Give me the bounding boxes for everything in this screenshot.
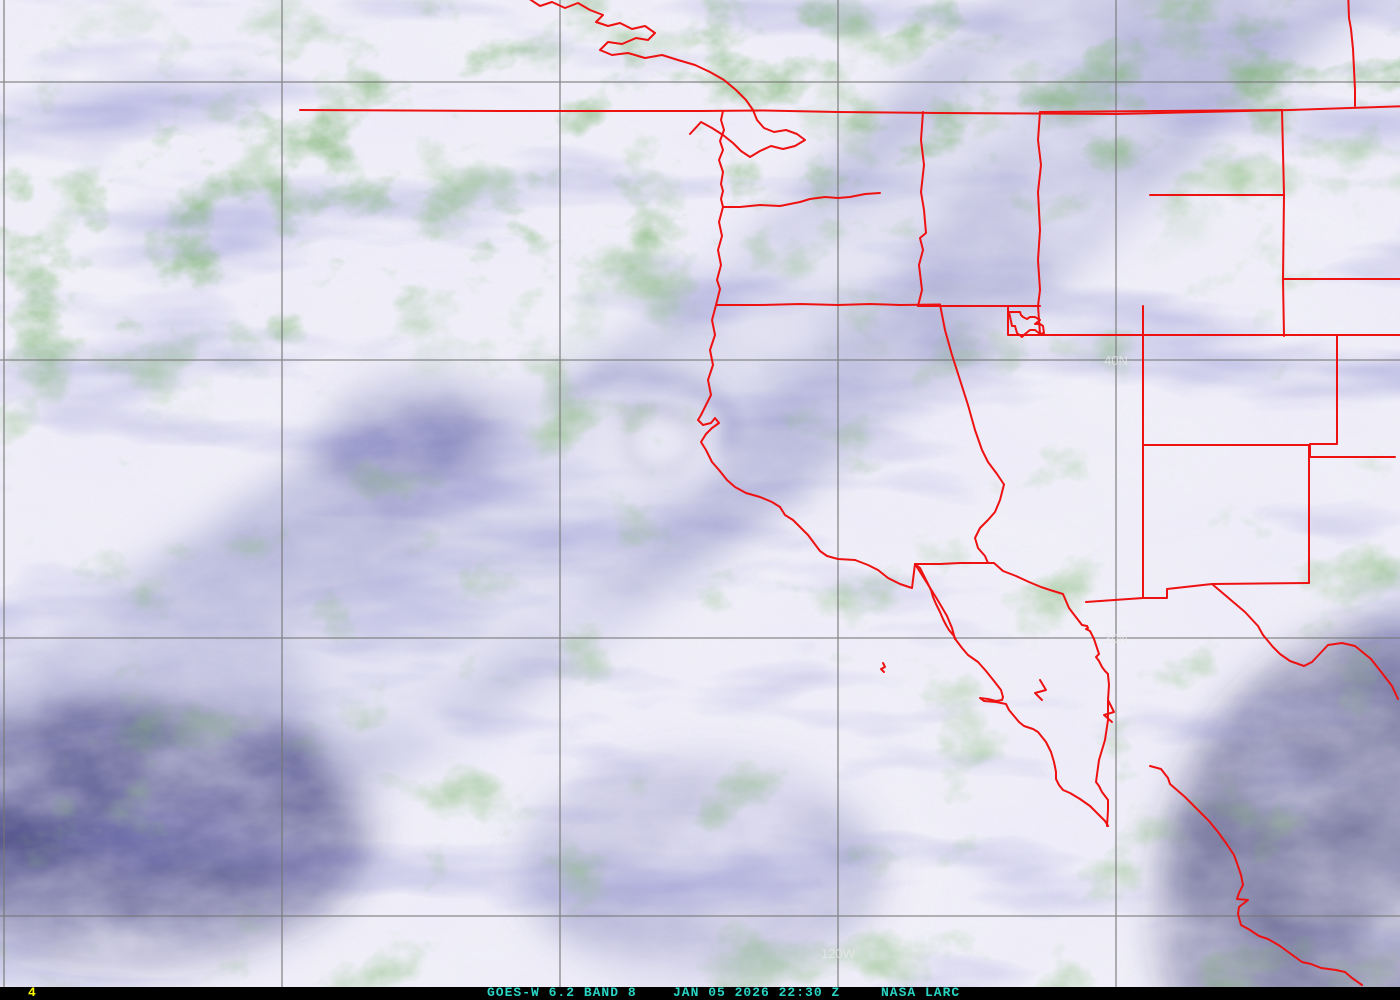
svg-text:30N: 30N: [1104, 631, 1128, 646]
svg-text:40N: 40N: [1104, 353, 1128, 368]
svg-text:120W: 120W: [821, 946, 856, 961]
